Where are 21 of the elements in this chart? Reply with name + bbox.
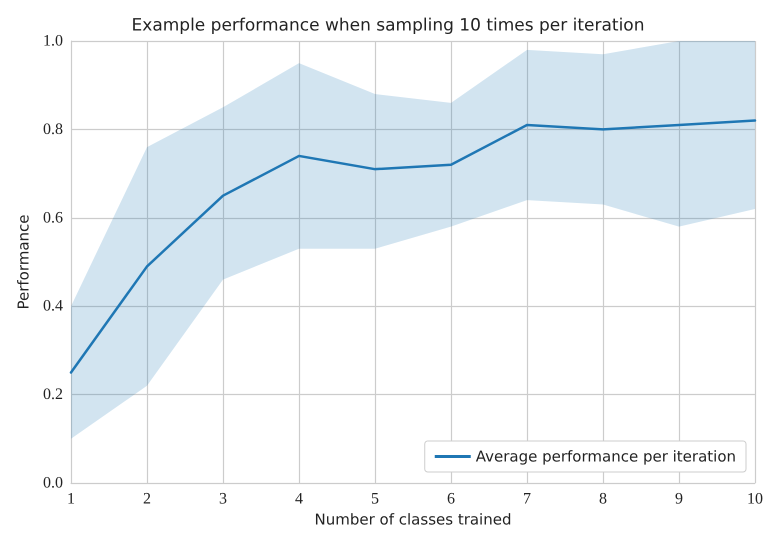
y-tick-label: 0.4: [43, 298, 63, 315]
y-tick-label: 0.6: [43, 209, 63, 226]
x-tick-label: 5: [371, 490, 379, 508]
y-tick-label: 1.0: [43, 32, 63, 50]
y-tick-label: 0.0: [43, 474, 63, 492]
x-tick-label: 1: [67, 490, 75, 508]
x-axis-title: Number of classes trained: [314, 510, 512, 528]
line-series: [70, 119, 756, 374]
x-tick-label: 9: [675, 490, 683, 508]
x-tick-label: 3: [219, 490, 227, 508]
legend-label: Average performance per iteration: [476, 448, 736, 466]
x-tick-label: 8: [599, 490, 607, 508]
x-tick-label: 2: [143, 490, 151, 508]
x-tick-label: 10: [747, 490, 763, 508]
x-tick-label: 4: [295, 490, 303, 508]
x-tick-label: 6: [447, 490, 455, 508]
y-axis-title: Performance: [14, 214, 32, 310]
x-tick-label: 7: [523, 490, 531, 508]
chart-title: Example performance when sampling 10 times per iteration: [132, 16, 644, 36]
y-tick-label: 0.2: [43, 386, 63, 404]
y-tick-label: 0.8: [43, 120, 63, 138]
